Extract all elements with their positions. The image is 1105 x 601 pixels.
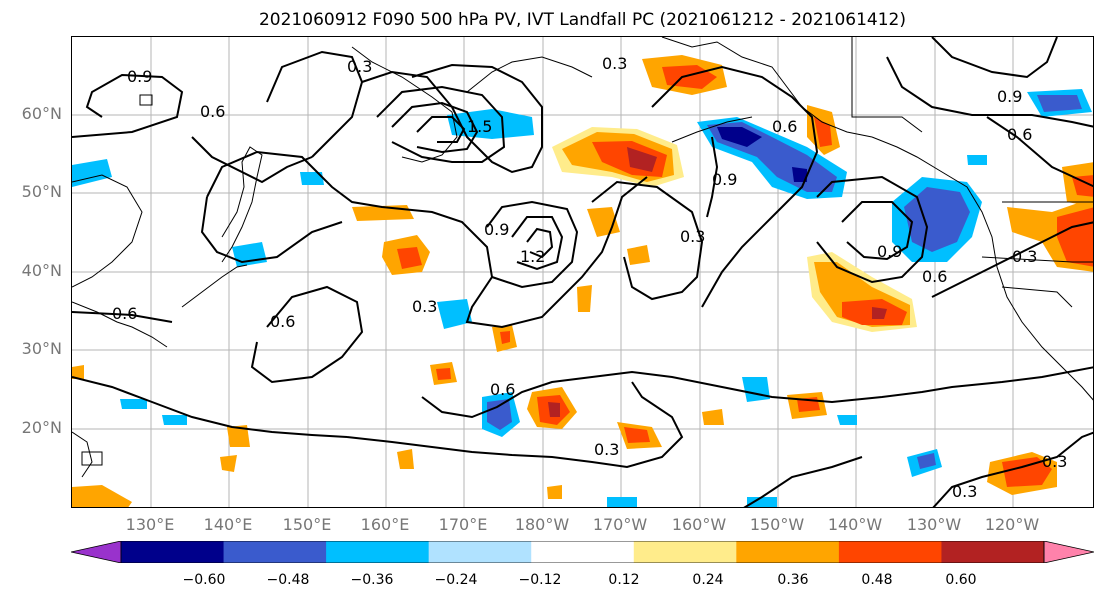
map-canvas: 0.9 0.6 0.3 1.5 1.2 0.9 0.6 0.3 0.6 0.3 … xyxy=(72,37,1093,507)
contour-label: 0.3 xyxy=(952,482,977,501)
colorbar-tick: −0.36 xyxy=(350,572,394,588)
lon-label: 140°E xyxy=(203,515,253,534)
contour-label: 0.6 xyxy=(112,304,137,323)
contour-label: 0.9 xyxy=(484,220,509,239)
contour-label: 0.3 xyxy=(602,54,627,73)
lon-label: 150°E xyxy=(282,515,332,534)
lat-label: 40°N xyxy=(21,261,62,280)
contour-label: 0.3 xyxy=(594,440,619,459)
contour-label: 0.6 xyxy=(200,102,225,121)
contour-label: 0.3 xyxy=(1012,247,1037,266)
colorbar-segments xyxy=(71,541,1094,563)
colorbar-segment xyxy=(838,541,942,563)
lat-label: 60°N xyxy=(21,104,62,123)
lon-label: 170°W xyxy=(592,515,648,534)
contour-label: 0.3 xyxy=(412,297,437,316)
contour-labels: 0.9 0.6 0.3 1.5 1.2 0.9 0.6 0.3 0.6 0.3 … xyxy=(112,54,1067,501)
contour-label: 0.6 xyxy=(922,267,947,286)
colorbar-tick: −0.12 xyxy=(518,572,562,588)
colorbar xyxy=(71,541,1094,563)
lon-label: 140°W xyxy=(827,515,883,534)
map-title: 2021060912 F090 500 hPa PV, IVT Landfall… xyxy=(258,10,906,30)
colorbar-tick: 0.24 xyxy=(692,572,724,588)
contour-label: 0.9 xyxy=(877,242,902,261)
colorbar-tick: −0.48 xyxy=(266,572,310,588)
colorbar-tick: −0.24 xyxy=(434,572,478,588)
colorbar-segment xyxy=(736,541,840,563)
lon-label: 170°E xyxy=(438,515,488,534)
colorbar-tick: 0.12 xyxy=(608,572,640,588)
negative-anomaly-shading xyxy=(72,89,1092,507)
contour-label: 1.5 xyxy=(467,117,492,136)
lat-label: 50°N xyxy=(21,182,62,201)
colorbar-segment xyxy=(121,541,225,563)
contour-label: 0.6 xyxy=(772,117,797,136)
colorbar-segment xyxy=(326,541,430,563)
positive-anomaly-shading xyxy=(72,55,1093,507)
contour-label: 0.3 xyxy=(1042,452,1067,471)
colorbar-extend-high xyxy=(1043,541,1094,563)
lon-label: 130°W xyxy=(906,515,962,534)
lon-label: 150°W xyxy=(749,515,805,534)
lon-label: 120°W xyxy=(984,515,1040,534)
lon-label: 160°E xyxy=(360,515,410,534)
colorbar-tick: −0.60 xyxy=(182,572,226,588)
colorbar-segment xyxy=(223,541,327,563)
coastlines xyxy=(72,37,1093,478)
contour-label: 0.9 xyxy=(712,170,737,189)
lat-label: 30°N xyxy=(21,339,62,358)
colorbar-tick: 0.36 xyxy=(777,572,809,588)
colorbar-frame xyxy=(120,541,1045,563)
lon-label: 180°W xyxy=(514,515,570,534)
colorbar-segment xyxy=(633,541,737,563)
contour-label: 0.9 xyxy=(997,87,1022,106)
pv-contours xyxy=(72,37,1093,507)
colorbar-segment xyxy=(531,541,635,563)
colorbar-extend-low xyxy=(71,541,122,563)
lat-label: 20°N xyxy=(21,418,62,437)
colorbar-segment xyxy=(428,541,532,563)
contour-label: 0.9 xyxy=(127,67,152,86)
contour-label: 0.6 xyxy=(490,380,515,399)
contour-label: 1.2 xyxy=(520,247,545,266)
contour-label: 0.6 xyxy=(1007,125,1032,144)
colorbar-tick: 0.48 xyxy=(861,572,893,588)
colorbar-segment xyxy=(941,541,1045,563)
lon-label: 160°W xyxy=(671,515,727,534)
lon-label: 130°E xyxy=(125,515,175,534)
map-panel: 0.9 0.6 0.3 1.5 1.2 0.9 0.6 0.3 0.6 0.3 … xyxy=(71,36,1094,508)
colorbar-tick: 0.60 xyxy=(945,572,977,588)
contour-label: 0.3 xyxy=(347,57,372,76)
contour-label: 0.3 xyxy=(680,227,705,246)
contour-label: 0.6 xyxy=(270,312,295,331)
